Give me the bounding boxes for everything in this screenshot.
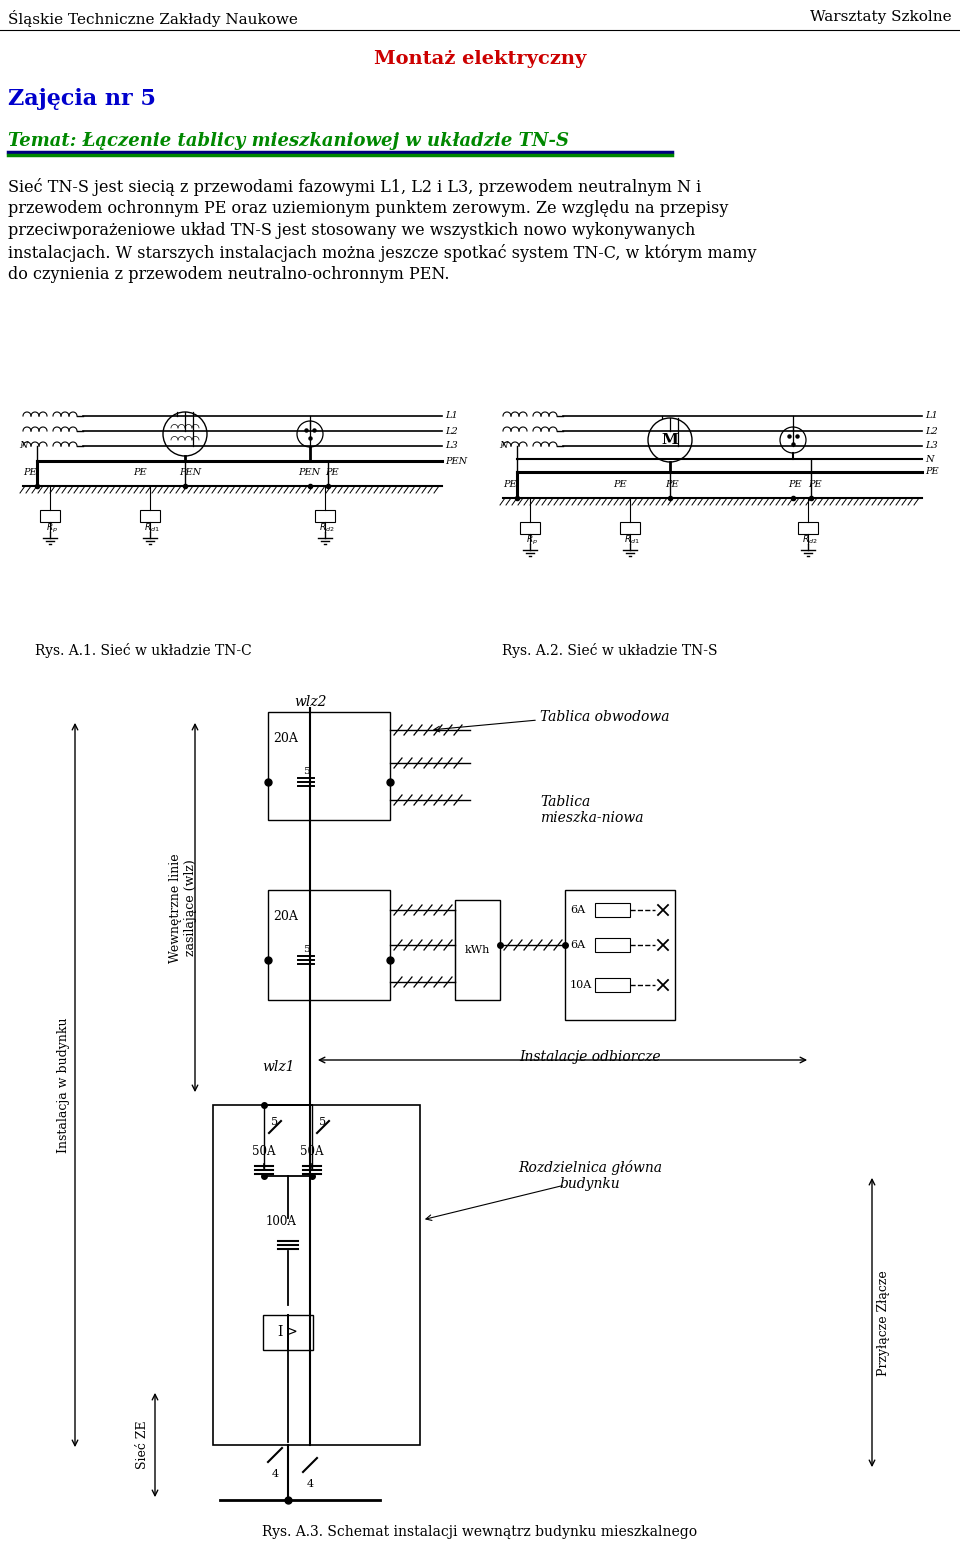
- Text: 6A: 6A: [570, 940, 586, 950]
- Bar: [213, 1106, 420, 1445]
- Text: Tablica
mieszka­niowa: Tablica mieszka­niowa: [540, 795, 643, 824]
- Text: $R_{d2}$: $R_{d2}$: [319, 522, 335, 534]
- Text: L2: L2: [445, 426, 458, 435]
- Text: L3: L3: [445, 442, 458, 451]
- Text: Śląskie Techniczne Zakłady Naukowe: Śląskie Techniczne Zakłady Naukowe: [8, 9, 298, 26]
- Text: I >: I >: [278, 1325, 298, 1339]
- Text: $R_{d1}$: $R_{d1}$: [144, 522, 160, 534]
- Text: 6A: 6A: [570, 905, 586, 916]
- Text: $R_p$: $R_p$: [526, 534, 538, 547]
- Text: PE: PE: [665, 480, 679, 489]
- Text: Rys. A.3. Schemat instalacji wewnątrz budynku mieszkalnego: Rys. A.3. Schemat instalacji wewnątrz bu…: [262, 1525, 698, 1539]
- Text: 50A: 50A: [252, 1146, 276, 1158]
- Text: PE: PE: [325, 468, 339, 477]
- Text: 10A: 10A: [570, 980, 592, 990]
- Text: N: N: [499, 442, 508, 451]
- Text: instalacjach. W starszych instalacjach można jeszcze spotkać system TN-C, w któr: instalacjach. W starszych instalacjach m…: [8, 244, 756, 262]
- Text: N: N: [19, 442, 28, 451]
- Text: PEN: PEN: [298, 468, 320, 477]
- Text: Przyłącze Złącze: Przyłącze Złącze: [877, 1271, 891, 1376]
- Text: Temat: Łączenie tablicy mieszkaniowej w układzie TN-S: Temat: Łączenie tablicy mieszkaniowej w …: [8, 131, 569, 150]
- Text: PE: PE: [788, 480, 802, 489]
- Text: PE: PE: [503, 480, 516, 489]
- Circle shape: [648, 418, 692, 462]
- Circle shape: [780, 428, 806, 452]
- Text: Instalacja w budynku: Instalacja w budynku: [57, 1017, 69, 1153]
- Text: PEN: PEN: [445, 457, 468, 465]
- Bar: [455, 900, 500, 1001]
- Bar: [595, 977, 630, 991]
- Text: do czynienia z przewodem neutralno-ochronnym PEN.: do czynienia z przewodem neutralno-ochro…: [8, 266, 449, 283]
- Text: 5: 5: [302, 945, 309, 954]
- Text: PE: PE: [23, 468, 36, 477]
- Circle shape: [163, 412, 207, 455]
- Text: przewodem ochronnym PE oraz uziemionym punktem zerowym. Ze względu na przepisy: przewodem ochronnym PE oraz uziemionym p…: [8, 201, 729, 218]
- Text: wlz2: wlz2: [294, 695, 326, 709]
- Text: PE: PE: [613, 480, 627, 489]
- Text: Rozdzielnica główna
budynku: Rozdzielnica główna budynku: [518, 1160, 662, 1192]
- Text: Tablica obwodowa: Tablica obwodowa: [540, 710, 669, 724]
- Bar: [620, 522, 640, 534]
- Text: 20A: 20A: [273, 732, 298, 746]
- Text: PE: PE: [133, 468, 147, 477]
- Bar: [268, 889, 390, 1001]
- Text: L2: L2: [925, 426, 938, 435]
- Bar: [140, 510, 160, 522]
- Bar: [40, 510, 60, 522]
- Text: $R_p$: $R_p$: [46, 522, 58, 536]
- Text: Wewnętrzne linie
zasilające (wlz): Wewnętrzne linie zasilające (wlz): [169, 854, 197, 963]
- Text: Warsztaty Szkolne: Warsztaty Szkolne: [810, 9, 952, 25]
- Text: 5: 5: [302, 767, 309, 777]
- Text: Sieć TN-S jest siecią z przewodami fazowymi L1, L2 i L3, przewodem neutralnym N : Sieć TN-S jest siecią z przewodami fazow…: [8, 178, 701, 196]
- Text: Instalacje odbiorcze: Instalacje odbiorcze: [519, 1050, 660, 1064]
- Text: M: M: [661, 432, 679, 448]
- Bar: [798, 522, 818, 534]
- Text: L3: L3: [925, 442, 938, 451]
- Bar: [263, 1315, 313, 1349]
- Text: $R_{d1}$: $R_{d1}$: [624, 534, 640, 547]
- Text: 50A: 50A: [300, 1146, 324, 1158]
- Text: 20A: 20A: [273, 909, 298, 923]
- Text: PE: PE: [925, 468, 939, 477]
- Text: L1: L1: [445, 412, 458, 420]
- Text: przeciwporażeniowe układ TN-S jest stosowany we wszystkich nowo wykonywanych: przeciwporażeniowe układ TN-S jest stoso…: [8, 222, 695, 239]
- Text: 5: 5: [272, 1116, 278, 1127]
- Text: kWh: kWh: [465, 945, 491, 956]
- Bar: [315, 510, 335, 522]
- Bar: [520, 522, 540, 534]
- Text: Rys. A.2. Sieć w układzie TN-S: Rys. A.2. Sieć w układzie TN-S: [502, 642, 717, 658]
- Bar: [268, 712, 390, 820]
- Text: 4: 4: [306, 1479, 314, 1488]
- Text: $R_{d2}$: $R_{d2}$: [803, 534, 818, 547]
- Text: PE: PE: [808, 480, 822, 489]
- Text: wlz1: wlz1: [262, 1061, 295, 1075]
- Text: PEN: PEN: [179, 468, 202, 477]
- Text: Sieć ZE: Sieć ZE: [136, 1420, 150, 1470]
- Text: 5: 5: [320, 1116, 326, 1127]
- Text: Rys. A.1. Sieć w układzie TN-C: Rys. A.1. Sieć w układzie TN-C: [35, 642, 252, 658]
- Text: Zajęcia nr 5: Zajęcia nr 5: [8, 88, 156, 110]
- Text: Montaż elektryczny: Montaż elektryczny: [373, 49, 587, 68]
- Text: L1: L1: [925, 412, 938, 420]
- Text: 4: 4: [272, 1468, 278, 1479]
- Text: 100A: 100A: [266, 1215, 297, 1227]
- Text: N: N: [925, 454, 933, 463]
- Bar: [595, 903, 630, 917]
- Bar: [565, 889, 675, 1021]
- Circle shape: [297, 422, 323, 448]
- Bar: [595, 939, 630, 953]
